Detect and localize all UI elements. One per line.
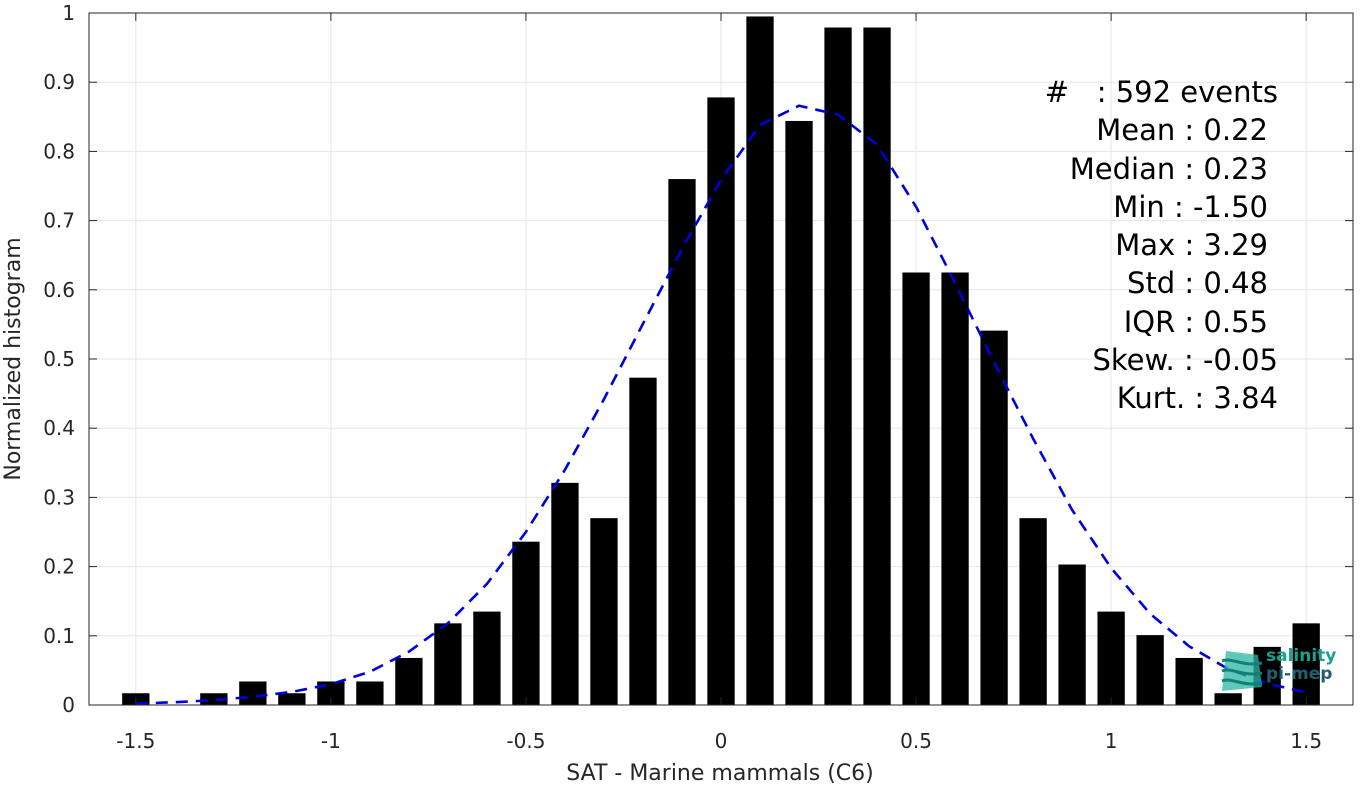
histogram-bar — [746, 16, 774, 705]
x-tick-label: 1 — [1105, 729, 1118, 753]
y-tick-label: 0.3 — [43, 485, 75, 509]
y-tick-label: 0.8 — [43, 139, 75, 163]
histogram-bar — [707, 97, 735, 705]
y-tick-label: 0.2 — [43, 555, 75, 579]
y-tick-label: 0.1 — [43, 624, 75, 648]
y-tick-label: 0.9 — [43, 70, 75, 94]
stat-min: Min : -1.50 — [1113, 189, 1268, 224]
histogram-bar — [434, 623, 462, 705]
stat-std: Std : 0.48 — [1127, 266, 1268, 301]
x-tick-label: -0.5 — [506, 729, 545, 753]
stat-kurt: Kurt. : 3.84 — [1116, 381, 1278, 416]
histogram-bar — [1097, 611, 1125, 705]
stat-events: # : 592 events — [1044, 75, 1278, 109]
histogram-bar — [278, 693, 306, 705]
histogram-bar — [668, 179, 696, 705]
histogram-bar — [980, 330, 1008, 705]
y-tick-label: 0.6 — [43, 278, 75, 302]
x-tick-labels: -1.5 -1 -0.5 0 0.5 1 1.5 — [116, 729, 1322, 753]
stat-max: Max : 3.29 — [1115, 228, 1268, 263]
y-axis-label: Normalized histogram — [1, 237, 26, 480]
axes-frame — [88, 12, 1354, 706]
x-tick-label: -1 — [321, 729, 341, 753]
histogram-bar — [1136, 635, 1164, 705]
x-axis-label: SAT - Marine mammals (C6) — [566, 761, 874, 785]
x-tick-label: 0 — [715, 729, 728, 753]
histogram-bar — [1214, 693, 1242, 705]
histogram-bar — [902, 272, 930, 705]
y-tick-label: 0.4 — [43, 416, 75, 440]
stat-mean: Mean : 0.22 — [1096, 113, 1268, 148]
histogram-bar — [590, 518, 618, 705]
histogram-bar — [941, 272, 969, 705]
stat-skew: Skew. : -0.05 — [1092, 343, 1278, 378]
histogram-bar — [629, 377, 657, 705]
histogram-bar — [785, 120, 813, 705]
logo-wave-icon — [1221, 651, 1263, 691]
y-tick-label: 0.5 — [43, 347, 75, 371]
x-tick-label: 1.5 — [1290, 729, 1322, 753]
histogram-bar — [512, 541, 540, 705]
y-tick-label: 0.7 — [43, 209, 75, 233]
histogram-bar — [395, 657, 423, 705]
x-tick-label: 0.5 — [900, 729, 932, 753]
y-tick-label: 0 — [62, 693, 75, 717]
logo-line1: salinity — [1266, 646, 1337, 666]
stat-median: Median : 0.23 — [1069, 151, 1268, 186]
y-tick-labels: 0 0.1 0.2 0.3 0.4 0.5 0.6 0.7 0.8 0.9 1 — [43, 1, 75, 717]
histogram-bar — [317, 681, 345, 705]
histogram-bar — [1058, 564, 1086, 705]
histogram-bar — [824, 27, 852, 706]
histogram-bar — [473, 611, 501, 705]
histogram-bars — [122, 16, 1320, 706]
histogram-bar — [1019, 518, 1047, 705]
y-tick-label: 1 — [62, 1, 75, 25]
x-tick-label: -1.5 — [116, 729, 155, 753]
logo-line2: pi-mep — [1266, 664, 1333, 684]
histogram-bar — [239, 681, 267, 705]
salinity-pimep-logo: salinity pi-mep — [1218, 647, 1348, 695]
stat-iqr: IQR : 0.55 — [1123, 304, 1268, 339]
histogram-bar — [1175, 657, 1203, 705]
histogram-bar — [551, 482, 579, 705]
histogram-bar — [200, 693, 228, 705]
histogram-bar — [863, 27, 891, 706]
histogram-bar — [356, 681, 384, 705]
stats-box: # : 592 events Mean : 0.22 Median : 0.23… — [1045, 73, 1278, 418]
